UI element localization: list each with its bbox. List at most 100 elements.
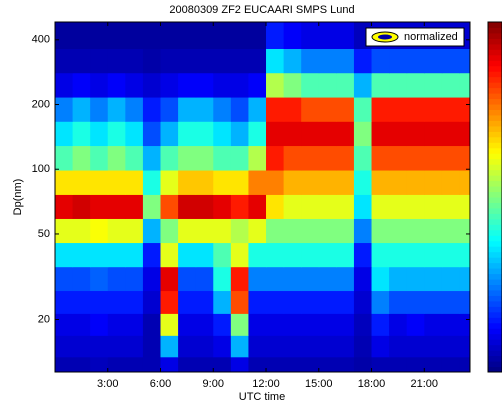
contour-cell: [336, 170, 355, 195]
contour-cell: [230, 290, 249, 314]
contour-cell: [459, 72, 470, 98]
contour-cell: [248, 335, 267, 358]
contour-cell: [441, 194, 460, 219]
contour-cell: [406, 145, 425, 171]
contour-cell: [195, 72, 214, 98]
x-tick-label: 3:00: [97, 378, 118, 390]
contour-cell: [371, 266, 390, 292]
colorbar-step: [488, 104, 502, 110]
contour-cell: [230, 170, 249, 195]
colorbar-frame: [487, 21, 502, 373]
contour-cell: [441, 72, 460, 98]
contour-cell: [336, 218, 355, 244]
contour-cell: [90, 22, 109, 49]
contour-cell: [301, 266, 320, 292]
contour-cell: [441, 242, 460, 268]
contour-cell: [318, 121, 337, 147]
contour-cell: [406, 313, 425, 336]
contour-cell: [195, 145, 214, 171]
contour-cell: [389, 121, 408, 147]
contour-cell: [283, 48, 302, 74]
colorbar-step: [488, 328, 502, 335]
contour-cell: [107, 72, 126, 98]
contour-cell: [371, 313, 390, 336]
contour-cell: [353, 97, 373, 122]
colorbar-step: [488, 125, 502, 132]
contour-cell: [55, 72, 74, 98]
contour-cell: [424, 242, 443, 268]
contour-cell: [195, 242, 214, 268]
contour-cell: [195, 290, 214, 314]
contour-cell: [424, 97, 443, 122]
contour-cell: [371, 72, 390, 98]
contour-cell: [459, 97, 470, 122]
contour-cell: [125, 313, 144, 336]
contour-cell: [55, 313, 74, 336]
y-tick-label: 400: [32, 34, 50, 46]
contour-cell: [353, 72, 373, 98]
colorbar-step: [488, 65, 502, 72]
contour-cell: [107, 145, 126, 171]
contour-cell: [248, 242, 267, 268]
colorbar-step: [488, 191, 502, 198]
colorbar-step: [488, 344, 502, 351]
contour-cell: [389, 356, 408, 372]
colorbar-step: [488, 350, 502, 357]
colorbar-step: [488, 49, 502, 56]
contour-cell: [90, 290, 109, 314]
contour-cell: [441, 97, 460, 122]
contour-cell: [459, 218, 470, 244]
contour-cell: [178, 266, 197, 292]
contour-cell: [248, 313, 267, 336]
contour-cell: [441, 266, 460, 292]
contour-cell: [55, 170, 74, 195]
contour-cell: [424, 72, 443, 98]
contour-cell: [406, 121, 425, 147]
colorbar-step: [488, 224, 502, 231]
contour-cell: [90, 170, 109, 195]
contour-cell: [213, 97, 232, 122]
contour-cell: [371, 121, 390, 147]
contour-cell: [266, 72, 285, 98]
contour-cell: [160, 290, 179, 314]
contour-cell: [55, 266, 74, 292]
contour-cell: [301, 72, 320, 98]
colorbar-step: [488, 246, 502, 253]
contour-cell: [283, 97, 302, 122]
contour-cell: [107, 170, 126, 195]
contour-cell: [230, 22, 249, 49]
contour-cell: [125, 72, 144, 98]
contour-cell: [371, 170, 390, 195]
contour-cell: [107, 356, 126, 372]
contour-cell: [178, 335, 197, 358]
contour-cell: [160, 145, 179, 171]
contour-cell: [301, 170, 320, 195]
colorbar-step: [488, 251, 502, 258]
contour-cell: [55, 335, 74, 358]
contour-cell: [230, 145, 249, 171]
contour-cell: [125, 242, 144, 268]
colorbar-step: [488, 300, 502, 307]
contour-cell: [90, 242, 109, 268]
contour-cell: [160, 356, 179, 372]
contour-cell: [55, 218, 74, 244]
colorbar-step: [488, 136, 502, 143]
colorbar-step: [488, 158, 502, 165]
contour-cell: [389, 313, 408, 336]
contour-cell: [301, 290, 320, 314]
colorbar-step: [488, 142, 502, 149]
contour-cell: [318, 145, 337, 171]
contour-cell: [459, 313, 470, 336]
contour-cell: [125, 266, 144, 292]
contour-cell: [459, 121, 470, 147]
contour-cell: [142, 121, 162, 147]
contour-cell: [389, 266, 408, 292]
colorbar-step: [488, 109, 502, 116]
contour-cell: [336, 290, 355, 314]
contour-cell: [72, 48, 91, 74]
contour-cell: [336, 48, 355, 74]
contour-cell: [283, 170, 302, 195]
contour-cell: [213, 121, 232, 147]
contour-cell: [389, 335, 408, 358]
contour-cell: [301, 194, 320, 219]
